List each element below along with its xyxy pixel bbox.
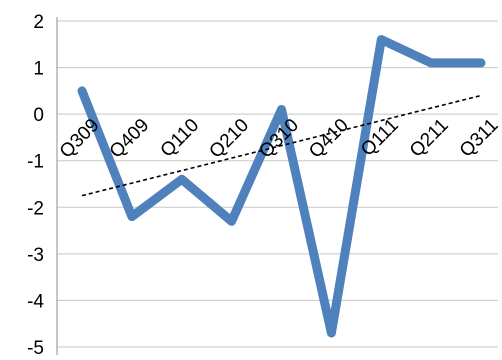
y-tick-label: -4 bbox=[27, 291, 44, 312]
x-tick-label: Q110 bbox=[157, 115, 204, 162]
series-layer bbox=[77, 35, 486, 338]
x-tick-label: Q409 bbox=[106, 115, 154, 163]
y-tick-label: -5 bbox=[27, 338, 44, 355]
trendline bbox=[81, 94, 482, 197]
y-tick-label: 1 bbox=[33, 59, 44, 80]
x-tick-label: Q410 bbox=[305, 115, 353, 163]
x-tick-label: Q210 bbox=[205, 115, 253, 163]
y-tick-label: 0 bbox=[33, 105, 44, 126]
series-line bbox=[77, 35, 486, 338]
x-tick-label: Q311 bbox=[456, 115, 502, 162]
trendline-layer bbox=[81, 94, 482, 197]
y-tick-label: -2 bbox=[27, 198, 44, 219]
y-tick-label: -1 bbox=[27, 152, 44, 173]
x-tick-label: Q211 bbox=[406, 115, 453, 162]
y-tick-label: 2 bbox=[33, 12, 44, 33]
y-tick-label: -3 bbox=[27, 245, 44, 266]
y-tick-labels: 2 1 0 -1 -2 -3 -4 -5 bbox=[27, 12, 44, 359]
